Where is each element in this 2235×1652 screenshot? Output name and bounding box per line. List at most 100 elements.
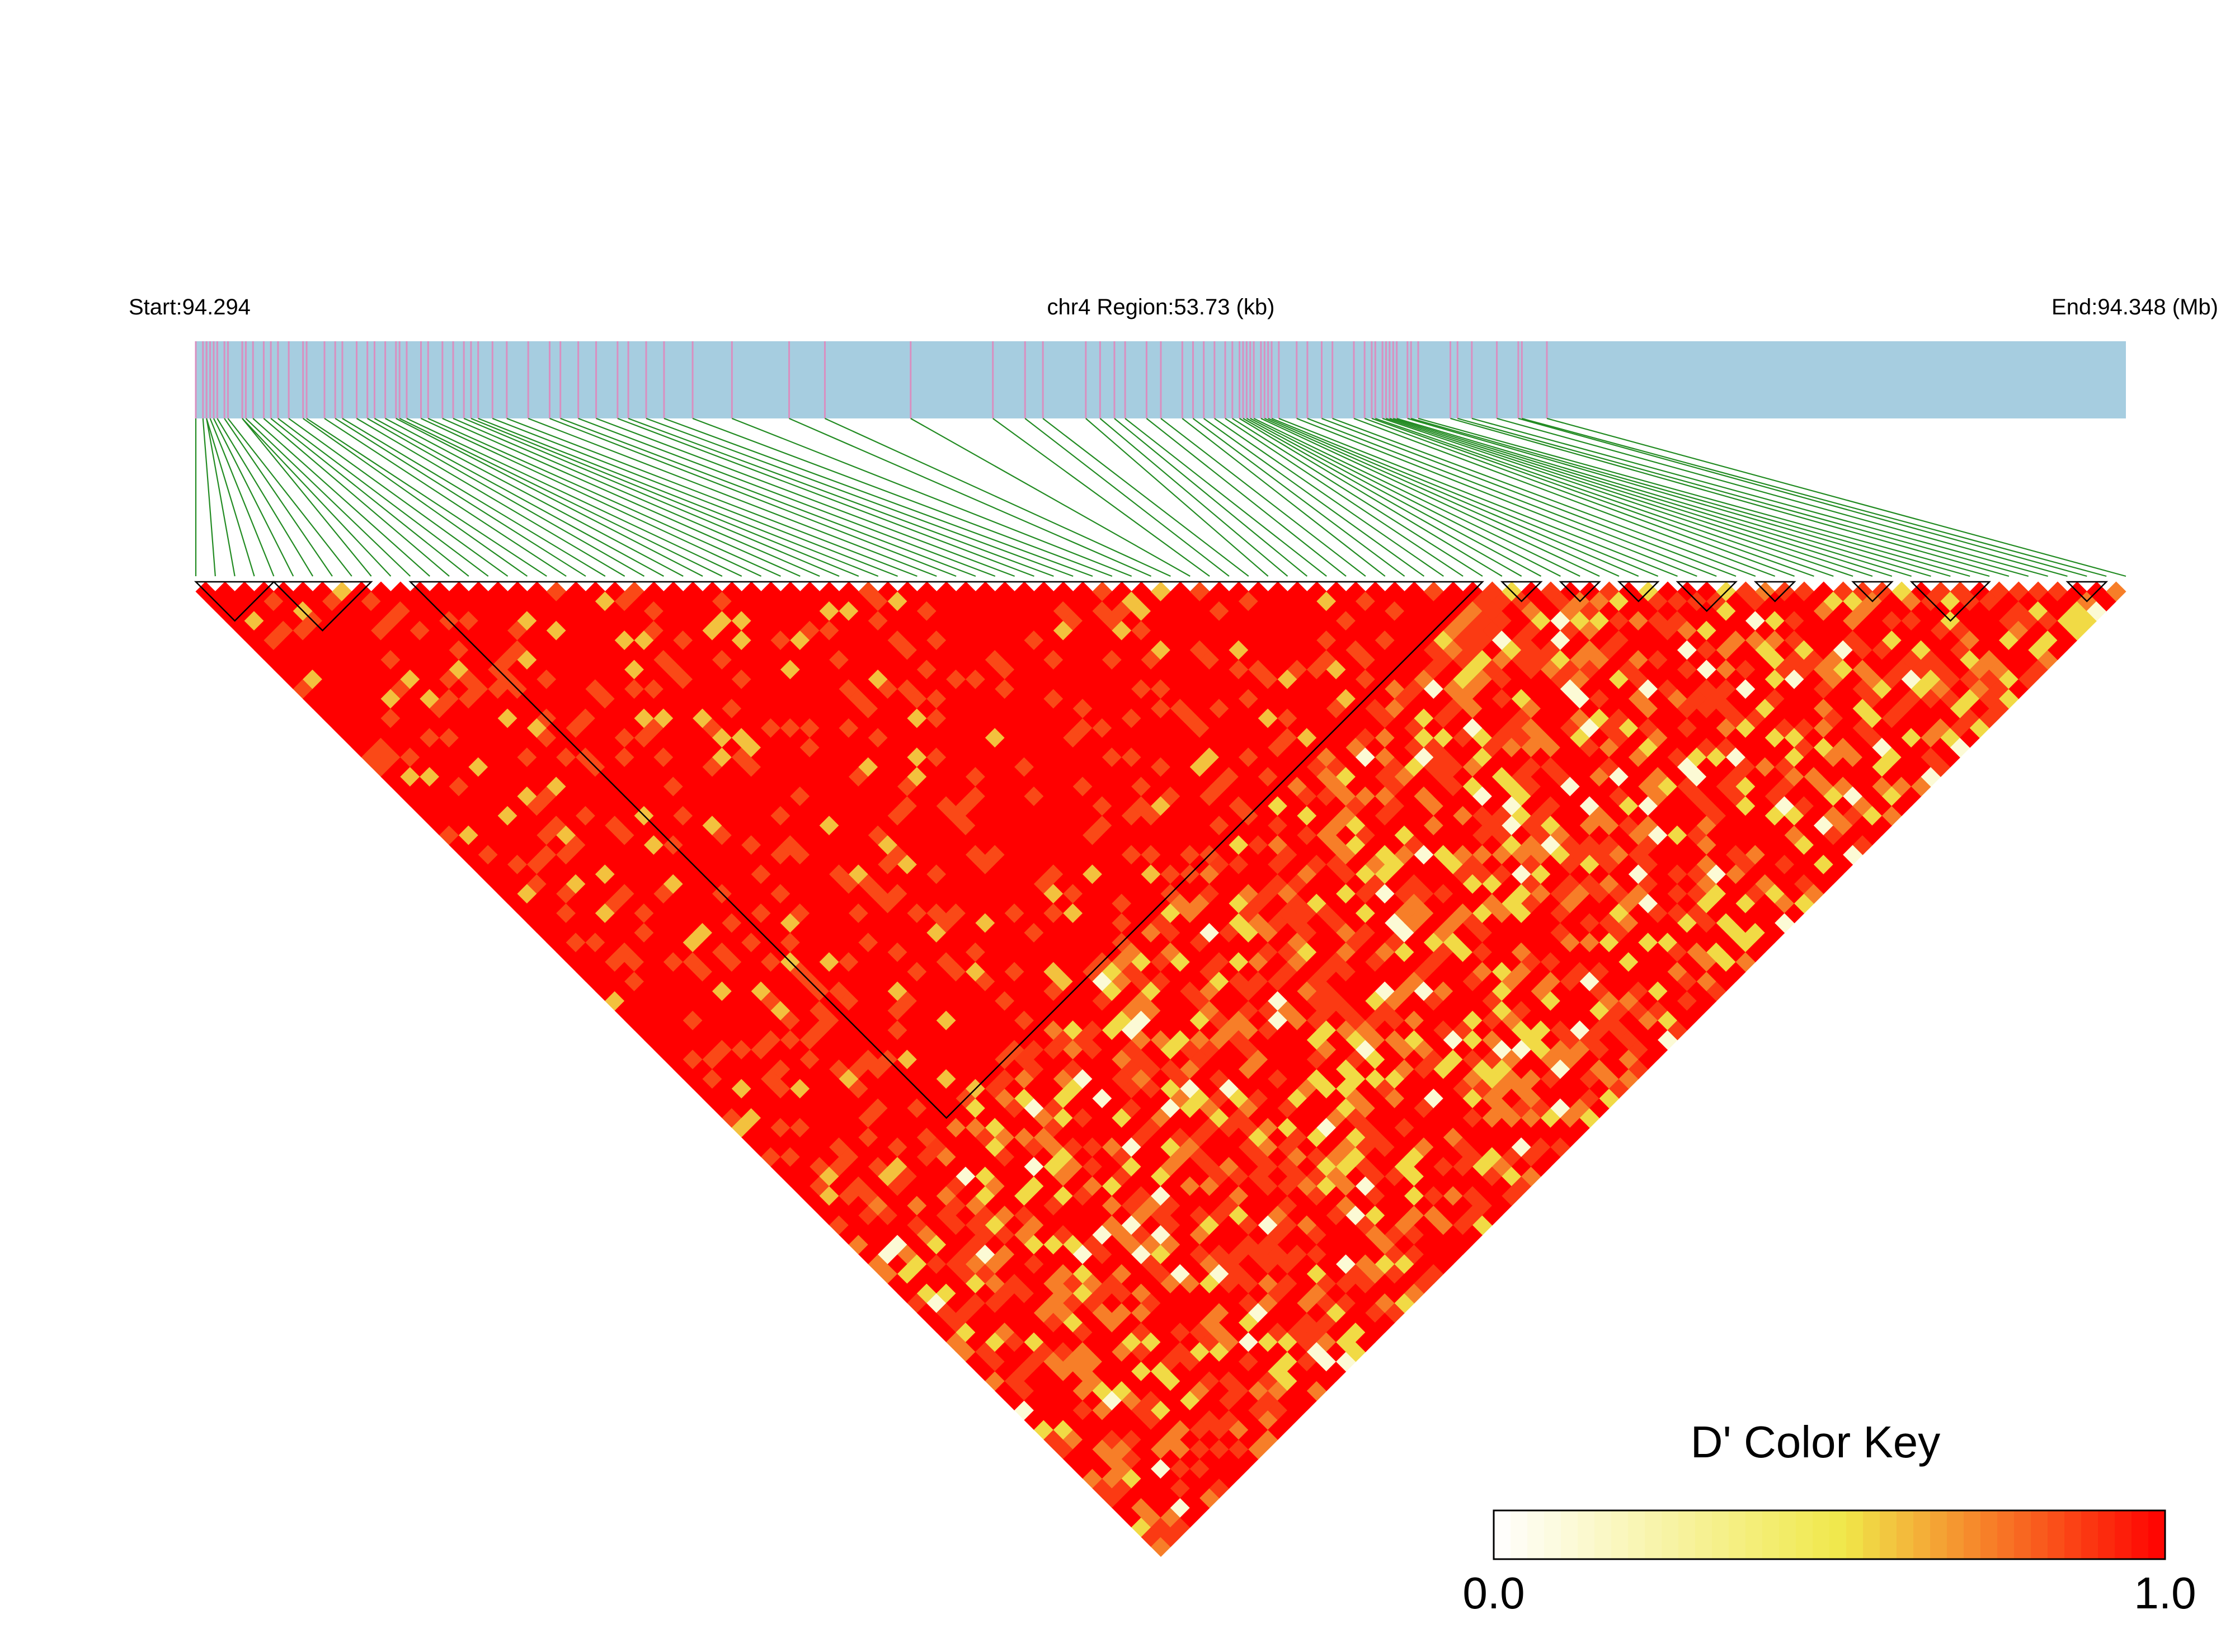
snp-connector [1260, 418, 1600, 577]
snp-connector [1085, 418, 1269, 577]
snp-connector [245, 418, 411, 577]
snp-connector [1332, 417, 1756, 577]
snp-connector [910, 418, 1191, 577]
snp-connector [1521, 417, 2107, 577]
snp-connector [1353, 417, 1776, 577]
snp-connector [277, 418, 489, 577]
snp-connector [270, 418, 469, 577]
snp-connector [303, 418, 528, 577]
snp-connector [617, 417, 1034, 577]
snp-connector [1321, 417, 1737, 577]
snp-connector [1099, 418, 1288, 577]
snp-connector [385, 418, 684, 577]
ld-heatmap-cells [195, 581, 2126, 1557]
start-label: Start:94.294 [129, 295, 251, 319]
snp-connector [263, 418, 450, 577]
snp-connector [1296, 417, 1697, 577]
snp-connector [206, 418, 236, 577]
snp-connector [1471, 417, 2048, 577]
snp-connector [664, 417, 1093, 577]
snp-connector [1396, 417, 1931, 577]
snp-connector [1407, 417, 1951, 577]
snp-connector [1182, 418, 1386, 577]
snp-connector [1114, 418, 1308, 577]
snp-connector [399, 418, 723, 577]
snp-connector [367, 418, 645, 577]
snp-connector [492, 417, 898, 577]
snp-connector [528, 417, 937, 577]
snp-connector [992, 418, 1210, 577]
snp-connector [1160, 418, 1366, 577]
snp-connector [1497, 417, 2068, 577]
snp-connector [288, 418, 509, 577]
snp-connector [470, 417, 859, 577]
snp-connector [596, 417, 1015, 577]
snp-connector [242, 418, 392, 577]
snp-connector [692, 417, 1113, 577]
snp-connector [1042, 418, 1249, 577]
snp-connector [213, 418, 294, 577]
snp-connector [1410, 417, 1970, 577]
snp-connector [1232, 418, 1483, 577]
snp-connector [252, 418, 430, 577]
snp-connector [824, 417, 1171, 577]
snp-connector [646, 417, 1074, 577]
snp-connector [1124, 418, 1327, 577]
snp-connector [324, 418, 567, 577]
snp-connector [1392, 417, 1912, 577]
snp-connector [1278, 417, 1678, 577]
region-label: chr4 Region:53.73 (kb) [1047, 295, 1275, 319]
snp-connector [442, 417, 801, 577]
snp-connector [1246, 418, 1542, 577]
snp-connector [731, 417, 1132, 577]
snp-connector [356, 418, 625, 577]
snp-connector [427, 417, 781, 577]
snp-connector [1192, 418, 1405, 577]
snp-connector [1546, 417, 2126, 577]
snp-connector [396, 418, 703, 577]
snp-connector [560, 417, 976, 577]
snp-connector [478, 417, 879, 577]
snp-connector [463, 417, 840, 577]
snp-connector [1225, 418, 1464, 577]
snp-connector [1024, 418, 1230, 577]
snp-connector [1389, 417, 1893, 577]
snp-connector [1214, 418, 1444, 577]
snp-connector-lines [195, 417, 2126, 577]
snp-connector [789, 417, 1152, 577]
snp-connector [206, 418, 255, 577]
snp-connector [224, 418, 333, 577]
snp-connector [1450, 417, 2010, 577]
snp-connector [1371, 417, 1814, 577]
snp-connector [335, 418, 586, 577]
snp-connector [1253, 418, 1580, 577]
snp-connector [1271, 417, 1659, 577]
snp-connector [1375, 417, 1834, 577]
snp-connector [628, 417, 1054, 577]
snp-connector [209, 418, 275, 577]
snp-connector [1243, 418, 1522, 577]
snp-connector [1364, 417, 1795, 577]
snp-connector [1382, 417, 1853, 577]
snp-connector [1518, 417, 2087, 577]
snp-connector [1457, 417, 2029, 577]
end-label: End:94.348 (Mb) [2052, 295, 2218, 319]
snp-connector [1239, 418, 1503, 577]
snp-connector [1203, 418, 1425, 577]
snp-connector [1264, 417, 1620, 577]
snp-connector [1386, 417, 1873, 577]
snp-connector [578, 417, 996, 577]
snp-connector [1307, 417, 1717, 577]
snp-connector [202, 418, 216, 577]
snp-connector [1418, 417, 1990, 577]
snp-connector [1146, 418, 1347, 577]
snp-connector [242, 418, 372, 577]
snp-connector [506, 417, 917, 577]
snp-connector [421, 418, 762, 577]
snp-connector [1268, 417, 1639, 577]
snp-connector [406, 418, 742, 577]
snp-connector [217, 418, 314, 577]
snp-connector [453, 417, 820, 577]
snp-connector [342, 418, 606, 577]
